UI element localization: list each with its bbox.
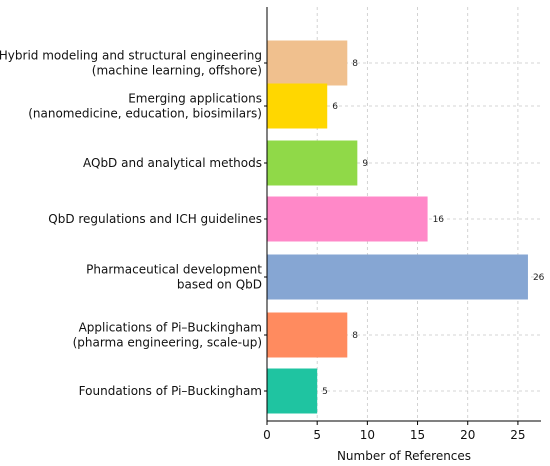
value-labels: 8 6 9 16 26 8 5 <box>322 59 544 397</box>
x-tick-label: 20 <box>460 428 475 442</box>
bar <box>267 368 318 414</box>
category-label: Hybrid modeling and structural engineeri… <box>0 49 262 78</box>
bar <box>267 312 348 358</box>
bar <box>267 196 428 242</box>
category-label: Emerging applications (nanomedicine, educ… <box>28 92 262 121</box>
bar <box>267 254 528 300</box>
axes <box>264 7 541 425</box>
category-labels: Hybrid modeling and structural engineeri… <box>0 49 262 399</box>
x-tick-label: 10 <box>360 428 375 442</box>
bar-value-label: 6 <box>332 102 338 112</box>
bar-value-label: 16 <box>433 215 445 225</box>
x-tick-labels: 0 5 10 15 20 25 <box>263 428 525 442</box>
x-tick-label: 5 <box>313 428 321 442</box>
bar-value-label: 9 <box>362 159 368 169</box>
category-label: QbD regulations and ICH guidelines <box>48 212 262 226</box>
category-label: AQbD and analytical methods <box>83 156 262 170</box>
x-tick-label: 0 <box>263 428 271 442</box>
category-label: Pharmaceutical development based on QbD <box>86 263 262 292</box>
x-tick-label: 15 <box>410 428 425 442</box>
bar-value-label: 8 <box>352 59 358 69</box>
bar <box>267 140 358 186</box>
x-tick-label: 25 <box>510 428 525 442</box>
bar-value-label: 8 <box>352 331 358 341</box>
bar-value-label: 26 <box>533 273 545 283</box>
bar-value-label: 5 <box>322 387 328 397</box>
category-label: Foundations of Pi–Buckingham <box>79 384 262 398</box>
bars <box>267 40 528 414</box>
x-axis-title: Number of References <box>337 449 471 463</box>
category-label: Applications of Pi–Buckingham (pharma eng… <box>73 321 262 350</box>
bar <box>267 40 348 86</box>
bar <box>267 83 328 129</box>
